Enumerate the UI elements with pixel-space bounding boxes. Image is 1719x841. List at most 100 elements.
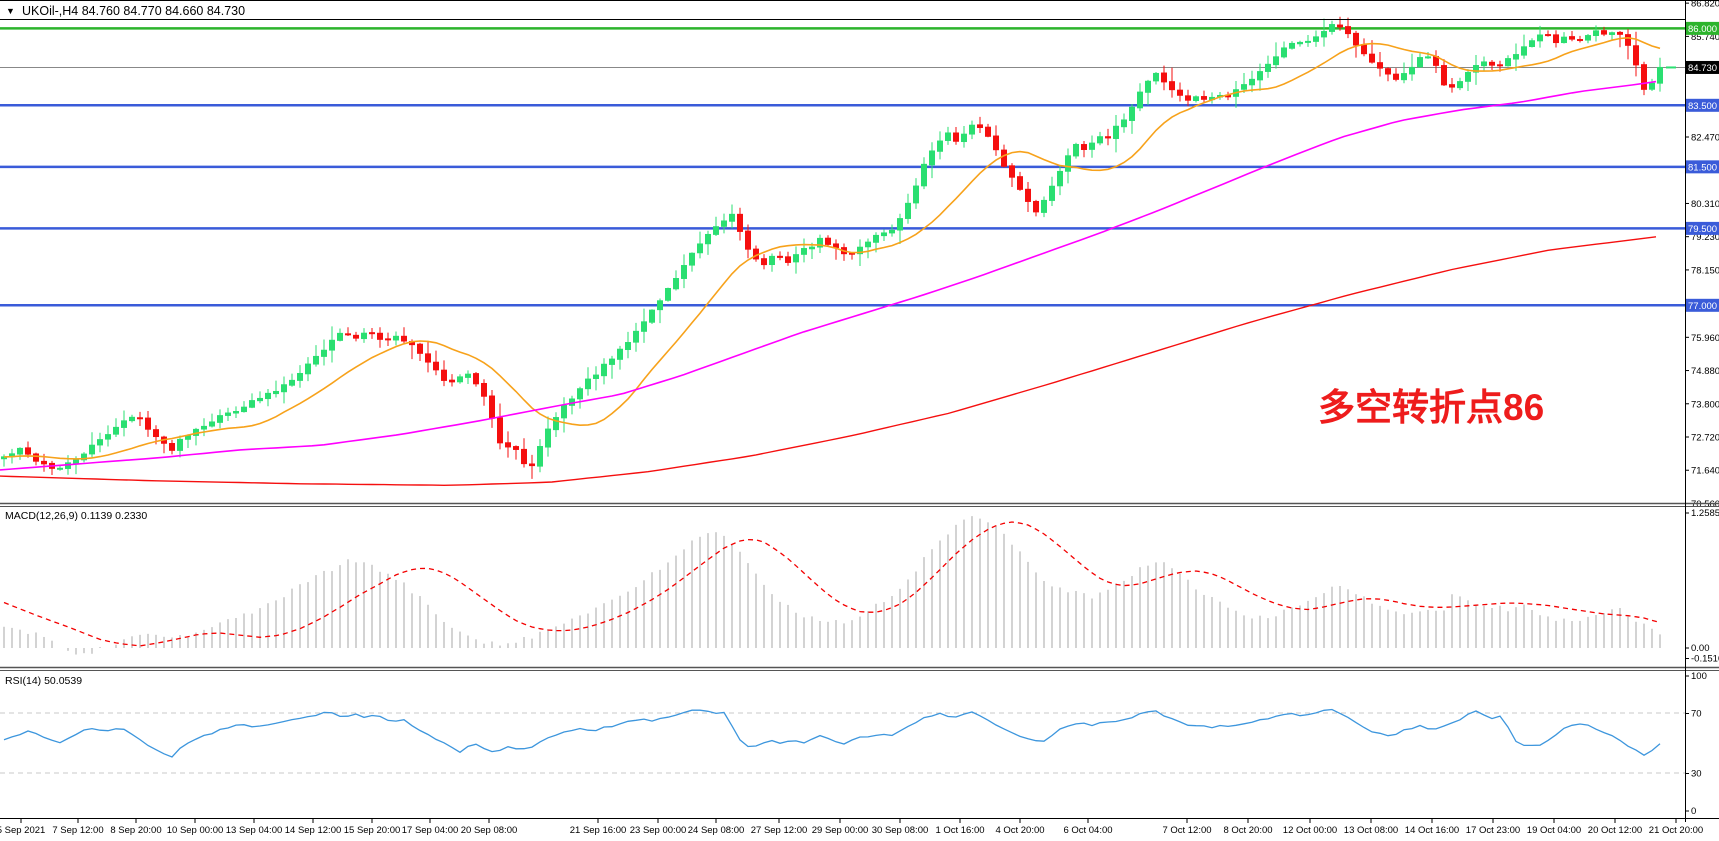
candle-bullish	[1417, 57, 1423, 68]
candle-bullish	[209, 421, 215, 427]
candle-bearish	[825, 237, 831, 245]
candle-bearish	[1633, 45, 1639, 66]
candle-bullish	[713, 226, 719, 235]
candle-bullish	[889, 229, 895, 234]
candle-bullish	[1137, 91, 1143, 109]
price-tick-label: 85.740	[1691, 32, 1719, 43]
candle-bullish	[1193, 96, 1199, 101]
main-price-pane[interactable]	[0, 16, 1685, 487]
price-tick-label: 86.820	[1691, 0, 1719, 10]
candle-bullish	[633, 330, 639, 343]
candle-bearish	[377, 332, 383, 340]
candle-bearish	[1617, 31, 1623, 35]
rsi-axis-label: 100	[1691, 671, 1707, 682]
candle-bearish	[433, 361, 439, 371]
candle-bearish	[1625, 34, 1631, 46]
candle-bullish	[697, 243, 703, 254]
candle-bullish	[649, 309, 655, 323]
candle-bullish	[625, 342, 631, 351]
candle-bullish	[393, 335, 399, 341]
candle-bullish	[561, 405, 567, 419]
price-tick-label: 75.960	[1691, 333, 1719, 344]
candle-bullish	[641, 321, 647, 332]
candle-bearish	[169, 443, 175, 451]
candle-bearish	[1489, 61, 1495, 66]
candle-bearish	[489, 395, 495, 419]
candle-bullish	[73, 458, 79, 464]
candle-bearish	[1025, 188, 1031, 202]
candle-bearish	[137, 417, 143, 420]
time-tick-label: 5 Sep 2021	[0, 825, 45, 836]
candle-bullish	[577, 388, 583, 400]
price-level-badge-label: 79.500	[1688, 224, 1717, 235]
candle-bullish	[921, 163, 927, 187]
candle-bullish	[361, 332, 367, 340]
candle-bullish	[1065, 155, 1071, 172]
candle-bearish	[1361, 44, 1367, 55]
time-tick-label: 15 Sep 20:00	[344, 825, 401, 836]
candle-bearish	[345, 333, 351, 336]
candle-bearish	[1377, 62, 1383, 69]
time-tick-label: 27 Sep 12:00	[751, 825, 808, 836]
candle-bullish	[233, 411, 239, 414]
chart-frame	[0, 0, 1719, 822]
time-tick-label: 17 Oct 23:00	[1466, 825, 1520, 836]
candle-bearish	[153, 429, 159, 438]
candle-bullish	[1321, 31, 1327, 38]
symbol-collapse-arrow-icon[interactable]: ▼	[6, 6, 15, 16]
price-axis[interactable]: 86.820 85.740 82.470 80.310 79.230 78.150 75.9…	[1685, 0, 1719, 817]
candle-bullish	[1481, 61, 1487, 67]
candle-bearish	[1641, 64, 1647, 90]
candle-bullish	[1153, 72, 1159, 82]
price-tick-label: 70.560	[1691, 499, 1719, 510]
candle-bullish	[913, 185, 919, 204]
candle-bullish	[601, 363, 607, 377]
candle-bullish	[873, 234, 879, 243]
price-tick-label: 82.470	[1691, 133, 1719, 144]
candle-bullish	[113, 426, 119, 435]
candle-bearish	[1353, 32, 1359, 46]
candle-bullish	[1089, 142, 1095, 150]
candle-bullish	[1521, 46, 1527, 56]
time-axis[interactable]: 5 Sep 2021 7 Sep 12:00 8 Sep 20:00 10 Sep 0…	[0, 818, 1703, 837]
macd-axis-label: -0.1516	[1691, 654, 1719, 665]
candle-bullish	[1249, 78, 1255, 86]
candle-bearish	[745, 230, 751, 250]
candle-bearish	[1337, 24, 1343, 28]
candle-bullish	[1097, 136, 1103, 144]
candle-bearish	[1393, 73, 1399, 80]
rsi-pane[interactable]	[0, 708, 1685, 774]
candle-bullish	[585, 378, 591, 390]
candle-bullish	[201, 425, 207, 430]
candle-bullish	[1401, 73, 1407, 81]
macd-pane[interactable]	[3, 516, 1661, 655]
candle-bullish	[313, 355, 319, 365]
candle-bullish	[105, 434, 111, 440]
candle-bullish	[1409, 66, 1415, 75]
time-tick-label: 20 Sep 08:00	[461, 825, 518, 836]
candle-bullish	[545, 428, 551, 448]
candle-bullish	[1649, 82, 1655, 90]
candle-bullish	[1057, 170, 1063, 187]
candle-bullish	[657, 300, 663, 311]
candle-bullish	[593, 374, 599, 380]
candle-bullish	[217, 415, 223, 423]
candle-bearish	[1345, 26, 1351, 35]
candle-bullish	[289, 379, 295, 386]
candle-bearish	[1177, 89, 1183, 96]
rsi-axis-label: 30	[1691, 769, 1702, 780]
candle-bearish	[1017, 176, 1023, 190]
candle-bullish	[801, 248, 807, 255]
candle-bullish	[1561, 36, 1567, 44]
candle-bullish	[897, 218, 903, 231]
candle-bullish	[1313, 36, 1319, 42]
candle-bullish	[465, 373, 471, 378]
time-tick-label: 19 Oct 04:00	[1527, 825, 1581, 836]
price-level-badge-label: 84.730	[1688, 63, 1717, 74]
candle-bullish	[1241, 84, 1247, 90]
candle-bearish	[481, 382, 487, 397]
candle-bullish	[1657, 66, 1663, 84]
candle-bearish	[1161, 72, 1167, 83]
